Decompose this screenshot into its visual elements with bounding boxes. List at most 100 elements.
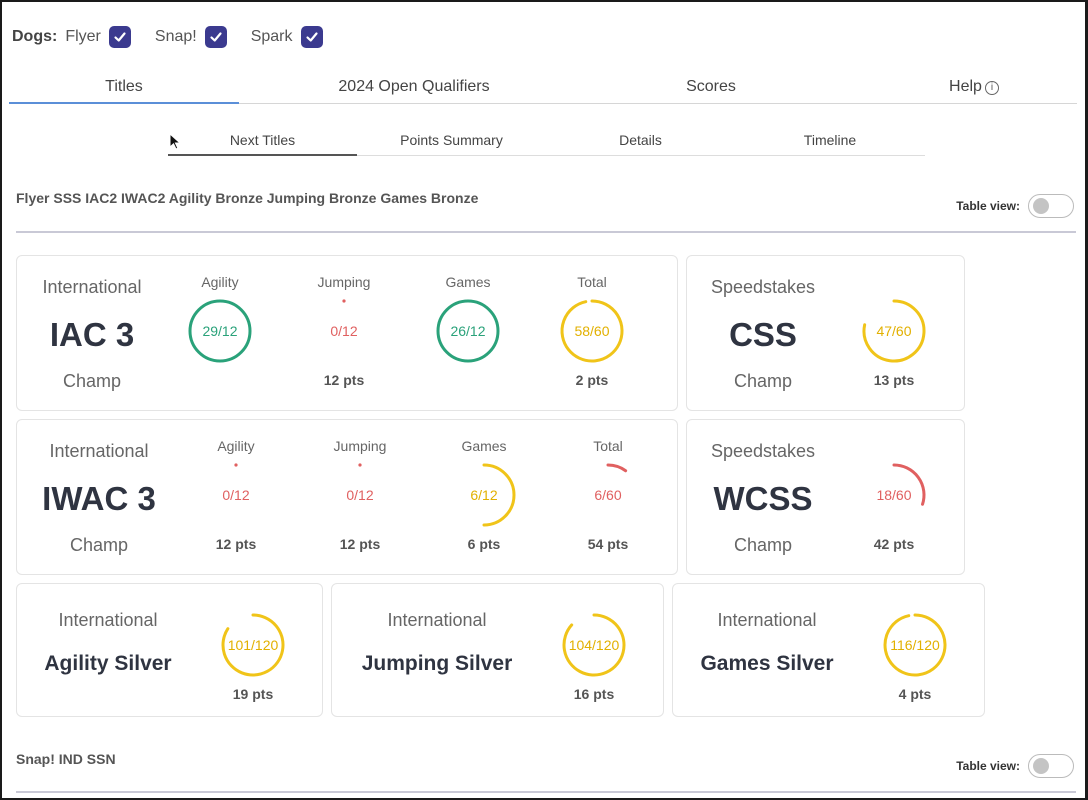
card-kind: International — [58, 610, 158, 630]
dog-toggle-flyer[interactable]: Flyer — [65, 26, 131, 48]
title-card-agility-silver: International Agility Silver 101/120 19 … — [16, 583, 323, 717]
toggle-knob — [1033, 198, 1049, 214]
subtab-label: Timeline — [803, 132, 857, 148]
metric-points — [423, 372, 513, 390]
card-level: Champ — [733, 535, 793, 555]
card-kind: International — [49, 441, 149, 461]
metric-points: 12 pts — [323, 372, 365, 388]
tab-scores[interactable]: Scores — [596, 74, 826, 104]
metric: 47/60 13 pts — [849, 274, 939, 390]
metric-points: 42 pts — [873, 536, 915, 552]
progress-ring: 6/12 — [451, 462, 517, 528]
progress-value: 0/12 — [330, 323, 358, 339]
progress-arc — [562, 613, 626, 677]
card-kind: International — [387, 610, 487, 630]
progress-value: 18/60 — [876, 487, 912, 503]
metric-label: Total — [577, 274, 607, 290]
progress-arc — [221, 613, 285, 677]
progress-value: 26/12 — [450, 323, 486, 339]
subtab-next-titles[interactable]: Next Titles — [168, 128, 357, 156]
progress-arc — [358, 463, 362, 467]
metric: Games 26/12 — [423, 274, 513, 390]
progress-ring: 104/120 — [561, 612, 627, 678]
section-divider — [16, 231, 1076, 233]
metric-points: 6 pts — [467, 536, 501, 552]
title-card-css: Speedstakes CSS Champ 47/60 13 pts — [686, 255, 965, 411]
section-title: Flyer SSS IAC2 IWAC2 Agility Bronze Jump… — [16, 190, 479, 206]
progress-arc — [188, 299, 252, 363]
table-view-toggle[interactable] — [1028, 754, 1074, 778]
subtab-details[interactable]: Details — [546, 128, 735, 156]
title-card-iac3: International IAC 3 Champ Agility 29/12 … — [16, 255, 678, 411]
table-view-toggle[interactable] — [1028, 194, 1074, 218]
card-title: Jumping Silver — [361, 652, 513, 675]
checkbox-checked-icon[interactable] — [300, 26, 323, 48]
tab-titles[interactable]: Titles — [9, 74, 239, 104]
progress-value: 6/12 — [470, 487, 498, 503]
dogs-filter: Dogs: Flyer Snap! Spark — [12, 24, 347, 50]
progress-value: 0/12 — [346, 487, 374, 503]
metric: Total 58/60 2 pts — [547, 274, 637, 390]
metric-label — [870, 588, 960, 606]
progress-value: 29/12 — [202, 323, 238, 339]
metric-label: Agility — [201, 274, 239, 290]
card-level: Champ — [62, 371, 122, 391]
tab-label: Help — [949, 78, 982, 95]
table-view-label: Table view: — [956, 759, 1020, 773]
metric: Jumping 0/12 12 pts — [299, 274, 389, 390]
metric-points: 4 pts — [898, 686, 932, 702]
subtab-label: Next Titles — [229, 132, 296, 148]
checkbox-checked-icon[interactable] — [108, 26, 131, 48]
metric-points: 12 pts — [339, 536, 381, 552]
metric-points: 2 pts — [575, 372, 609, 388]
progress-value: 116/120 — [890, 637, 940, 653]
progress-arc — [436, 299, 500, 363]
metric-points: 13 pts — [873, 372, 915, 388]
card-title: IWAC 3 — [42, 480, 156, 517]
progress-ring: 26/12 — [435, 298, 501, 364]
progress-arc — [606, 463, 628, 473]
progress-ring: 101/120 — [220, 612, 286, 678]
metric-label: Games — [445, 274, 491, 290]
tab-open-qualifiers[interactable]: 2024 Open Qualifiers — [299, 74, 529, 104]
metric: 18/60 42 pts — [849, 438, 939, 554]
card-kind: International — [42, 277, 142, 297]
metric-label: Jumping — [317, 274, 371, 290]
progress-arc — [234, 463, 238, 467]
metric-label — [849, 274, 939, 292]
metric-label: Games — [461, 438, 507, 454]
metric: 101/120 19 pts — [208, 588, 298, 704]
dogs-label: Dogs: — [12, 28, 58, 45]
tab-label: Scores — [686, 78, 736, 95]
checkbox-checked-icon[interactable] — [204, 26, 227, 48]
dog-toggle-spark[interactable]: Spark — [251, 26, 323, 48]
metric: Games 6/12 6 pts — [439, 438, 529, 554]
dog-name: Flyer — [65, 28, 101, 45]
card-title: IAC 3 — [49, 316, 135, 353]
progress-ring: 0/12 — [203, 462, 269, 528]
dog-name: Snap! — [154, 28, 197, 45]
progress-ring: 0/12 — [311, 298, 377, 364]
progress-value: 104/120 — [568, 637, 620, 653]
table-view-control: Table view: — [956, 194, 1074, 218]
progress-ring: 18/60 — [861, 462, 927, 528]
metric-points: 54 pts — [587, 536, 629, 552]
card-title: Games Silver — [700, 652, 834, 675]
progress-ring: 0/12 — [327, 462, 393, 528]
subtab-points-summary[interactable]: Points Summary — [357, 128, 546, 156]
tab-help[interactable]: Help i — [859, 74, 1088, 104]
mouse-cursor-icon — [169, 133, 181, 150]
card-title: WCSS — [713, 480, 813, 517]
info-icon: i — [984, 81, 999, 95]
metric-label: Total — [593, 438, 623, 454]
table-view-label: Table view: — [956, 199, 1020, 213]
progress-ring: 116/120 — [882, 612, 948, 678]
progress-ring: 29/12 — [187, 298, 253, 364]
section-divider — [16, 791, 1076, 793]
progress-value: 6/60 — [594, 487, 622, 503]
dog-toggle-snap[interactable]: Snap! — [155, 26, 227, 48]
section-title: Snap! IND SSN — [16, 751, 116, 767]
subtab-timeline[interactable]: Timeline — [735, 128, 925, 156]
progress-arc — [560, 299, 624, 363]
